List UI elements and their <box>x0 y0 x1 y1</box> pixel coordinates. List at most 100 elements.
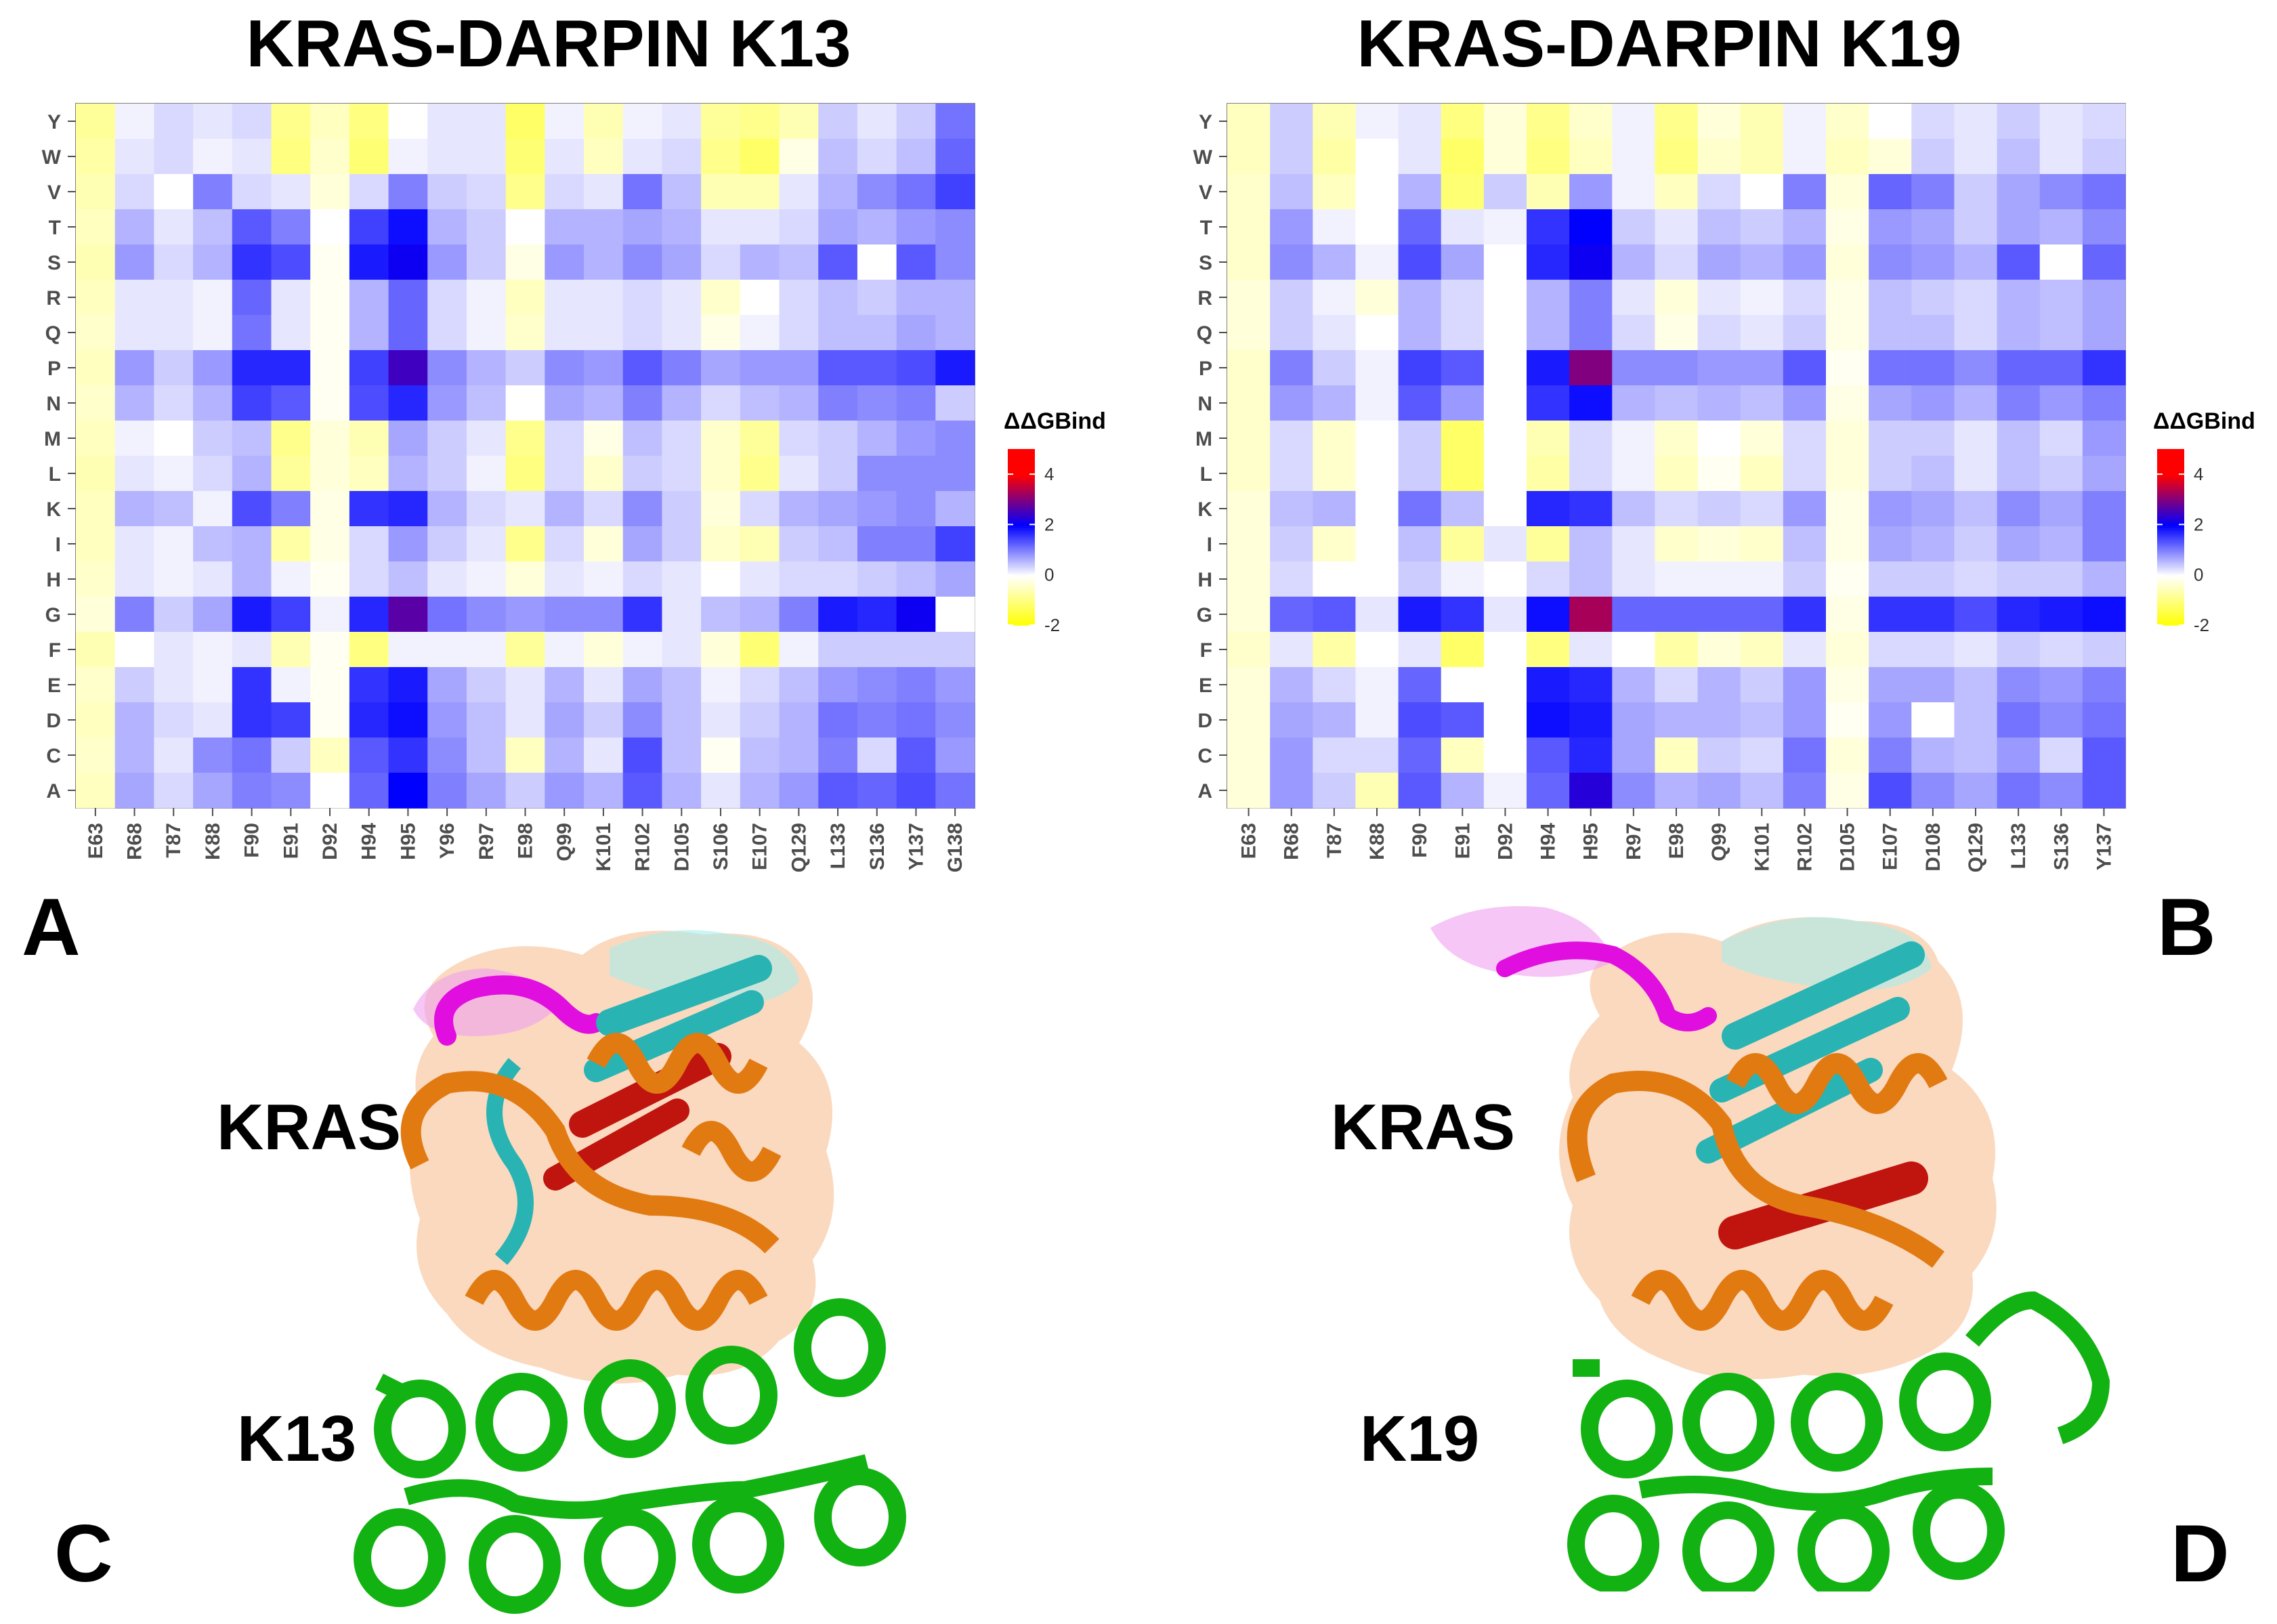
heatmap-cell <box>1740 773 1784 809</box>
heatmap-cell <box>1313 280 1357 316</box>
heatmap-cell <box>779 174 819 210</box>
heatmap-cell <box>701 350 741 386</box>
heatmap-cell <box>1869 385 1912 421</box>
heatmap-cell <box>1227 456 1271 492</box>
heatmap-cell <box>1911 526 1955 562</box>
colorbar-segment <box>1008 583 1035 586</box>
heatmap-cell <box>701 315 741 351</box>
colorbar-segment <box>1008 574 1035 578</box>
heatmap-cell <box>271 209 311 245</box>
heatmap-cell <box>1655 315 1699 351</box>
colorbar-segment <box>2157 477 2184 481</box>
heatmap-cell <box>584 456 624 492</box>
heatmap-cell <box>935 702 975 738</box>
heatmap-cell <box>193 209 233 245</box>
heatmap-cell <box>701 456 741 492</box>
heatmap-cell <box>388 244 428 280</box>
heatmap-cell <box>584 315 624 351</box>
heatmap-cell <box>1227 244 1271 280</box>
heatmap-cell <box>154 773 194 809</box>
heatmap-cell <box>622 244 663 280</box>
heatmap-cell <box>1313 526 1357 562</box>
heatmap-cell <box>1997 350 2041 386</box>
heatmap-cell <box>271 315 311 351</box>
heatmap-cell <box>193 315 233 351</box>
heatmap-cell <box>1398 702 1442 738</box>
x-tick-label: G138 <box>944 823 966 872</box>
heatmap-cell <box>818 667 858 703</box>
heatmap-cell <box>1826 667 1869 703</box>
heatmap-cell <box>818 174 858 210</box>
heatmap-cell <box>1313 139 1357 175</box>
colorbar-segment <box>1008 578 1035 582</box>
heatmap-cell <box>154 209 194 245</box>
y-tick-label: D <box>1197 710 1212 732</box>
heatmap-cell <box>779 280 819 316</box>
heatmap-cell <box>1527 280 1570 316</box>
heatmap-cell <box>466 526 507 562</box>
heatmap-cell <box>232 209 272 245</box>
heatmap-cell <box>935 456 975 492</box>
x-tick-label: R102 <box>632 823 654 872</box>
heatmap-cell <box>505 738 545 773</box>
heatmap-cell <box>1270 738 1313 773</box>
heatmap-cell <box>427 421 467 456</box>
heatmap-cell <box>1697 350 1741 386</box>
heatmap-cell <box>740 350 780 386</box>
heatmap-cell <box>1527 456 1570 492</box>
heatmap-cell <box>857 104 897 140</box>
heatmap-cell <box>662 632 702 668</box>
heatmap-cell <box>1270 597 1313 633</box>
colorbar-segment <box>2157 583 2184 586</box>
heatmap-cell <box>1270 773 1313 809</box>
colorbar-segment <box>2157 449 2184 452</box>
heatmap-cell <box>114 315 154 351</box>
heatmap-cell <box>1783 385 1827 421</box>
heatmap-cell <box>935 385 975 421</box>
heatmap-cell <box>388 104 428 140</box>
heatmap-cell <box>349 350 389 386</box>
heatmap-cell <box>1869 526 1912 562</box>
heatmap-cell <box>1398 632 1442 668</box>
y-tick-label: T <box>1200 217 1212 239</box>
heatmap-cell <box>1612 561 1656 597</box>
heatmap-cell <box>114 526 154 562</box>
y-tick-label: P <box>1199 358 1212 380</box>
heatmap-cell <box>388 350 428 386</box>
heatmap-cell <box>1655 244 1699 280</box>
colorbar-segment <box>1008 607 1035 611</box>
heatmap-cell <box>1783 421 1827 456</box>
heatmap-cell <box>935 632 975 668</box>
colorbar-segment <box>2157 587 2184 591</box>
heatmap-cell <box>1612 773 1656 809</box>
heatmap-cell <box>114 597 154 633</box>
heatmap-cell <box>427 702 467 738</box>
x-tick-label: D92 <box>1494 823 1516 860</box>
heatmap-cell <box>193 280 233 316</box>
heatmap-cell <box>622 421 663 456</box>
heatmap-cell <box>310 632 350 668</box>
heatmap-cell <box>154 491 194 527</box>
heatmap-cell <box>193 244 233 280</box>
heatmap-cell <box>779 209 819 245</box>
colorbar-segment <box>1008 482 1035 485</box>
heatmap-cell <box>1441 350 1485 386</box>
heatmap-cell <box>1911 738 1955 773</box>
heatmap-cell <box>935 561 975 597</box>
heatmap-cell <box>1783 561 1827 597</box>
heatmap-cell <box>232 632 272 668</box>
x-tick-label: F90 <box>241 823 263 858</box>
heatmap-cell <box>1483 632 1527 668</box>
colorbar-tick-label: -2 <box>1044 615 1060 635</box>
heatmap-cell <box>1826 350 1869 386</box>
heatmap-cell <box>154 561 194 597</box>
heatmap-cell <box>545 315 584 351</box>
heatmap-cell <box>1826 139 1869 175</box>
heatmap-cell <box>154 139 194 175</box>
colorbar-segment <box>1008 519 1035 523</box>
colorbar-segment <box>1008 537 1035 540</box>
heatmap-cell <box>1483 315 1527 351</box>
heatmap-cell <box>1483 280 1527 316</box>
colorbar-segment <box>1008 504 1035 507</box>
heatmap-cell <box>935 139 975 175</box>
